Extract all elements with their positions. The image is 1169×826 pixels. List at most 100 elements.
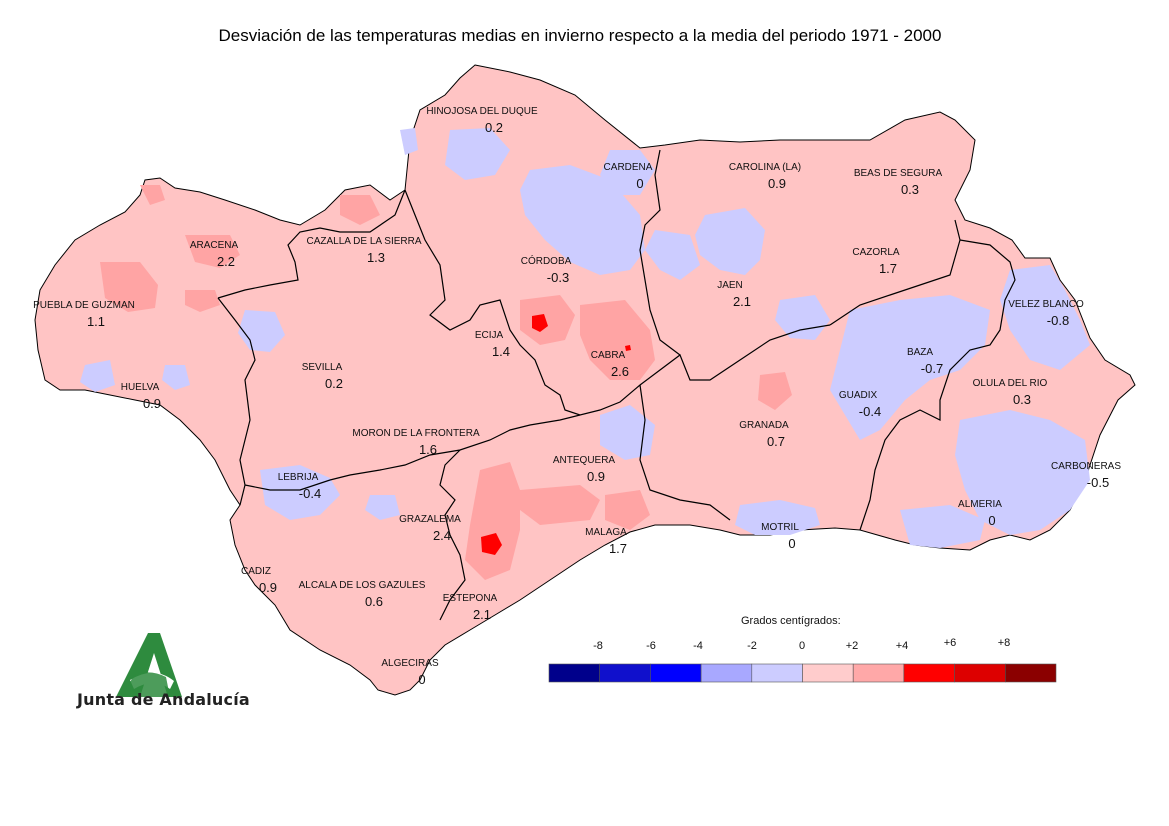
station-name: JAEN	[717, 280, 743, 291]
legend-swatch	[903, 663, 955, 683]
station-value: 0.9	[143, 396, 161, 411]
station-marker: GRAZALEMA 2.4	[399, 514, 461, 543]
station-value: -0.3	[547, 270, 569, 285]
station-name: CARDENA	[604, 162, 653, 173]
station-marker: GRANADA 0.7	[739, 420, 789, 449]
station-marker: PUEBLA DE GUZMAN 1.1	[33, 300, 135, 329]
station-value: 2.2	[217, 254, 235, 269]
station-value: -0.7	[921, 361, 943, 376]
junta-andalucia-logo-icon	[116, 633, 182, 697]
station-marker: ESTEPONA 2.1	[443, 593, 498, 622]
station-value: 0.9	[587, 469, 605, 484]
legend-tick-label: -4	[693, 640, 703, 652]
legend-swatch	[1004, 663, 1057, 683]
station-marker: SEVILLA 0.2	[302, 362, 343, 391]
station-marker: CARBONERAS -0.5	[1051, 461, 1121, 490]
station-value: 1.6	[419, 442, 437, 457]
station-name: MOTRIL	[761, 522, 799, 533]
map-title: Desviación de las temperaturas medias en…	[218, 26, 942, 45]
station-name: MORON DE LA FRONTERA	[352, 428, 480, 439]
province-borders	[217, 149, 1016, 621]
legend-color-bar	[548, 663, 1057, 683]
station-name: VELEZ BLANCO	[1008, 299, 1084, 310]
station-name: CÓRDOBA	[521, 254, 572, 267]
station-marker: MORON DE LA FRONTERA 1.6	[352, 428, 480, 457]
station-name: ALGECIRAS	[381, 658, 439, 669]
station-name: ESTEPONA	[443, 593, 498, 604]
station-value: -0.4	[299, 486, 321, 501]
station-marker: ALGECIRAS 0	[381, 658, 439, 687]
legend-swatch	[954, 663, 1006, 683]
station-name: GRAZALEMA	[399, 514, 461, 525]
station-marker: MOTRIL 0	[761, 522, 799, 551]
station-name: CAZORLA	[852, 247, 900, 258]
station-name: HINOJOSA DEL DUQUE	[426, 106, 538, 117]
legend-tick-label: -6	[646, 640, 656, 652]
andalusia-land	[34, 64, 1136, 696]
station-name: ALMERIA	[958, 499, 1002, 510]
legend-swatch	[700, 663, 753, 683]
station-value: 0.2	[325, 376, 343, 391]
legend-tick-label: 0	[799, 640, 805, 652]
station-marker: CADIZ 0.9	[241, 566, 277, 595]
station-marker: HUELVA 0.9	[121, 382, 161, 411]
legend-swatch	[802, 663, 854, 683]
station-name: LEBRIJA	[278, 472, 319, 483]
station-marker: JAEN 2.1	[717, 280, 751, 309]
legend-tick-label: +2	[846, 640, 859, 652]
station-name: SEVILLA	[302, 362, 343, 373]
station-name: CAZALLA DE LA SIERRA	[306, 236, 421, 247]
station-value: 0.3	[901, 182, 919, 197]
station-marker: BAZA -0.7	[907, 347, 943, 376]
station-marker: GUADIX -0.4	[839, 390, 881, 419]
station-name: CADIZ	[241, 566, 271, 577]
station-name: ECIJA	[475, 330, 504, 341]
hot-anomaly-zones	[481, 314, 631, 555]
legend-swatch	[852, 663, 905, 683]
station-value: 2.6	[611, 364, 629, 379]
station-marker: ALCALA DE LOS GAZULES 0.6	[299, 580, 426, 609]
station-value: 0	[788, 536, 795, 551]
station-value: 0	[636, 176, 643, 191]
station-value: 0	[418, 672, 425, 687]
station-name: CABRA	[591, 350, 626, 361]
station-value: -0.5	[1087, 475, 1109, 490]
station-value: 0.6	[365, 594, 383, 609]
station-marker: MALAGA 1.7	[585, 527, 627, 556]
station-value: -0.4	[859, 404, 881, 419]
station-marker: ECIJA 1.4	[475, 330, 510, 359]
station-layer: HINOJOSA DEL DUQUE 0.2 CARDENA 0 CAROLINA (L…	[33, 106, 1121, 687]
station-value: 0.9	[259, 580, 277, 595]
station-name: BEAS DE SEGURA	[854, 168, 943, 179]
station-value: 1.7	[609, 541, 627, 556]
station-name: GRANADA	[739, 420, 789, 431]
station-name: HUELVA	[121, 382, 160, 393]
warm-anomaly-zones	[100, 185, 792, 580]
station-name: BAZA	[907, 347, 933, 358]
legend-swatch	[751, 663, 803, 683]
station-marker: OLULA DEL RIO 0.3	[973, 378, 1048, 407]
station-marker: VELEZ BLANCO -0.8	[1008, 299, 1084, 328]
station-marker: CAZALLA DE LA SIERRA 1.3	[306, 236, 421, 265]
station-name: CAROLINA (LA)	[729, 162, 801, 173]
station-value: 0.2	[485, 120, 503, 135]
station-marker: ALMERIA 0	[958, 499, 1002, 528]
station-value: -0.8	[1047, 313, 1069, 328]
station-value: 2.4	[433, 528, 451, 543]
station-marker: LEBRIJA -0.4	[278, 472, 321, 501]
station-marker: ANTEQUERA 0.9	[553, 455, 616, 484]
station-name: PUEBLA DE GUZMAN	[33, 300, 135, 311]
station-marker: CÓRDOBA -0.3	[521, 254, 572, 285]
station-marker: CAROLINA (LA) 0.9	[729, 162, 801, 191]
station-name: CARBONERAS	[1051, 461, 1121, 472]
legend-tick-label: +8	[998, 637, 1011, 649]
legend-tick-label: +4	[896, 640, 909, 652]
station-marker: CAZORLA 1.7	[852, 247, 900, 276]
station-marker: ARACENA 2.2	[190, 240, 239, 269]
station-value: 0.3	[1013, 392, 1031, 407]
legend-ticks: -8 -6 -4 -2 0 +2 +4 +6 +8	[593, 637, 1010, 652]
station-value: 2.1	[733, 294, 751, 309]
logo-text: Junta de Andalucía	[77, 690, 250, 709]
station-name: ARACENA	[190, 240, 239, 251]
station-value: 0.9	[768, 176, 786, 191]
